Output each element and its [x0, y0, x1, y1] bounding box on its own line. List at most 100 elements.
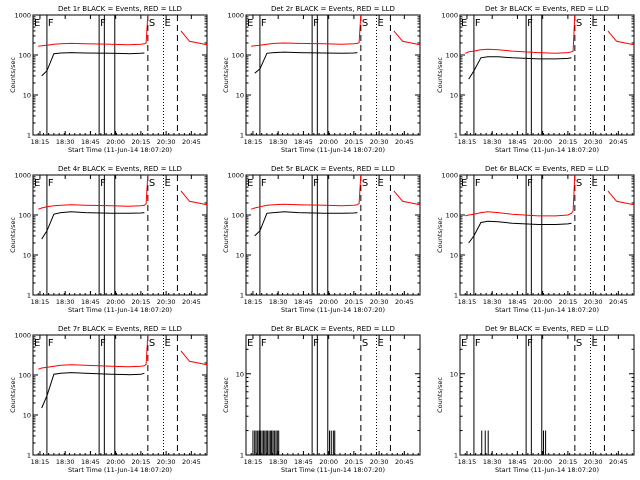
x-tick-label: 20:15 — [559, 458, 578, 466]
event-label: F — [100, 178, 106, 189]
x-tick-label: 20:30 — [370, 138, 389, 146]
y-tick-label: 10 — [236, 370, 244, 378]
x-axis-label: Start Time (11-Jun-14 18:07:20) — [281, 306, 385, 314]
x-tick-label: 18:45 — [81, 138, 100, 146]
lld-series-line — [393, 30, 421, 46]
event-label: E — [378, 178, 384, 189]
events-series-line — [41, 211, 145, 240]
y-tick-label: 100 — [446, 212, 458, 220]
x-axis-label: Start Time (11-Jun-14 18:07:20) — [68, 306, 172, 314]
x-tick-label: 20:30 — [157, 138, 176, 146]
x-tick-label: 20:00 — [533, 458, 552, 466]
x-tick-label: 18:30 — [483, 458, 502, 466]
y-tick-label: 1 — [240, 452, 244, 460]
y-tick-label: 100 — [19, 52, 31, 60]
event-label: E — [165, 178, 171, 189]
panel-title: Det 4r BLACK = Events, RED = LLD — [58, 165, 182, 173]
x-tick-label: 18:45 — [294, 138, 313, 146]
event-label: F — [527, 178, 533, 189]
x-tick-label: 20:45 — [395, 138, 414, 146]
x-tick-label: 20:45 — [395, 458, 414, 466]
event-label: F — [48, 178, 54, 189]
x-tick-label: 18:15 — [458, 458, 477, 466]
event-label: S — [149, 338, 155, 349]
x-tick-label: 18:30 — [56, 138, 75, 146]
plot-frame — [32, 174, 208, 296]
x-tick-label: 20:45 — [182, 458, 201, 466]
x-tick-label: 20:00 — [319, 138, 338, 146]
x-axis-label: Start Time (11-Jun-14 18:07:20) — [495, 466, 599, 474]
y-tick-label: 10 — [450, 92, 458, 100]
x-tick-label: 18:30 — [269, 458, 288, 466]
x-tick-label: 20:15 — [345, 298, 364, 306]
x-axis-label: Start Time (11-Jun-14 18:07:20) — [281, 146, 385, 154]
panel-det-5r: Det 5r BLACK = Events, RED = LLD 1 10 100 10… — [222, 165, 421, 314]
panel-title: Det 3r BLACK = Events, RED = LLD — [485, 5, 609, 13]
event-label: S — [362, 18, 368, 29]
event-label: E — [592, 178, 598, 189]
x-tick-label: 20:15 — [132, 138, 151, 146]
lld-series-line — [180, 190, 208, 206]
x-tick-label: 18:45 — [294, 298, 313, 306]
x-tick-label: 20:45 — [182, 138, 201, 146]
panel-det-2r: Det 2r BLACK = Events, RED = LLD 1 10 100 10… — [222, 5, 421, 154]
x-tick-label: 18:45 — [508, 458, 527, 466]
event-label: E — [247, 178, 253, 189]
panel-title: Det 9r BLACK = Events, RED = LLD — [485, 325, 609, 333]
x-tick-label: 20:30 — [157, 298, 176, 306]
x-tick-label: 20:45 — [609, 458, 628, 466]
panel-title: Det 5r BLACK = Events, RED = LLD — [271, 165, 395, 173]
x-tick-label: 18:15 — [31, 458, 50, 466]
panel-det-9r: Det 9r BLACK = Events, RED = LLD 1 10 18:15… — [436, 325, 635, 474]
plot-frame — [32, 334, 208, 456]
event-label: E — [34, 178, 40, 189]
panel-title: Det 1r BLACK = Events, RED = LLD — [58, 5, 182, 13]
event-label: F — [261, 338, 267, 349]
plot-frame — [32, 14, 208, 136]
x-tick-label: 18:15 — [244, 138, 263, 146]
lld-series-line — [180, 30, 208, 46]
x-tick-label: 20:45 — [609, 298, 628, 306]
plot-frame — [245, 174, 421, 296]
y-axis-label: Counts/sec — [9, 57, 17, 93]
event-label: E — [461, 338, 467, 349]
x-tick-label: 20:00 — [533, 138, 552, 146]
y-axis-label: Counts/sec — [9, 377, 17, 413]
y-tick-label: 1 — [27, 452, 31, 460]
x-axis-label: Start Time (11-Jun-14 18:07:20) — [281, 466, 385, 474]
event-label: S — [149, 178, 155, 189]
event-label: S — [576, 18, 582, 29]
x-tick-label: 18:45 — [508, 138, 527, 146]
event-label: F — [527, 338, 533, 349]
y-tick-label: 1000 — [441, 12, 458, 20]
event-label: F — [261, 178, 267, 189]
event-label: E — [165, 338, 171, 349]
panel-det-1r: Det 1r BLACK = Events, RED = LLD 1 10 100 10… — [9, 5, 208, 154]
y-tick-label: 1000 — [441, 172, 458, 180]
plot-frame — [459, 14, 635, 136]
panel-title: Det 8r BLACK = Events, RED = LLD — [271, 325, 395, 333]
event-label: E — [378, 338, 384, 349]
y-tick-label: 100 — [19, 372, 31, 380]
y-tick-label: 1 — [454, 452, 458, 460]
y-tick-label: 10 — [23, 92, 31, 100]
events-series-line — [254, 51, 358, 74]
plot-frame — [459, 334, 635, 456]
lld-series-line — [607, 190, 635, 206]
x-tick-label: 20:15 — [132, 298, 151, 306]
x-tick-label: 20:00 — [106, 138, 125, 146]
panel-title: Det 2r BLACK = Events, RED = LLD — [271, 5, 395, 13]
x-tick-label: 18:45 — [508, 298, 527, 306]
x-tick-label: 20:45 — [182, 298, 201, 306]
x-tick-label: 20:15 — [559, 298, 578, 306]
x-tick-label: 18:30 — [56, 458, 75, 466]
x-tick-label: 20:30 — [370, 298, 389, 306]
lld-series-line — [465, 14, 576, 54]
y-tick-label: 1 — [454, 292, 458, 300]
x-tick-label: 20:00 — [106, 298, 125, 306]
panel-title: Det 6r BLACK = Events, RED = LLD — [485, 165, 609, 173]
y-tick-label: 1 — [454, 132, 458, 140]
event-label: S — [576, 338, 582, 349]
event-label: E — [461, 18, 467, 29]
lld-series-line — [465, 174, 576, 217]
